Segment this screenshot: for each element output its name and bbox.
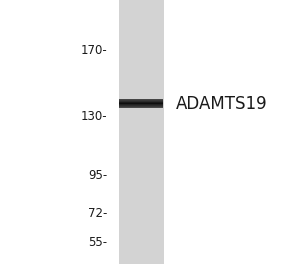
Text: 72-: 72- [88,208,108,220]
Bar [119,104,163,105]
Bar [119,106,163,107]
Text: 170-: 170- [81,44,108,56]
Bar [119,105,163,106]
Bar [119,103,163,104]
Bar [119,104,163,105]
Bar [119,107,163,108]
Bar [119,0,164,264]
Bar [119,101,163,102]
Bar [119,102,163,103]
Text: 130-: 130- [81,110,108,124]
Bar [119,99,163,100]
Text: 55-: 55- [88,236,108,249]
Text: 95-: 95- [88,169,108,182]
Text: ADAMTS19: ADAMTS19 [175,95,267,112]
Bar [119,100,163,101]
